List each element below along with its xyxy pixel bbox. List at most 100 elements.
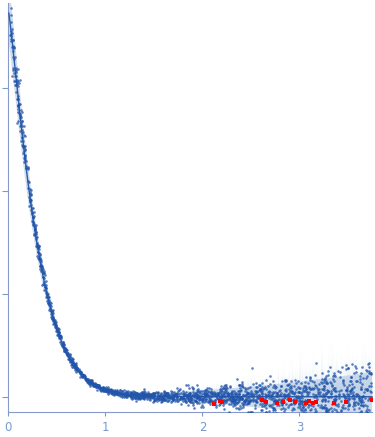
Point [236, 399, 242, 406]
Point [87, 378, 93, 385]
Point [219, 393, 225, 400]
Point [196, 399, 202, 406]
Point [31, 213, 37, 220]
Point [163, 390, 169, 397]
Point [194, 395, 200, 402]
Point [150, 395, 156, 402]
Point [10, 69, 16, 76]
Point [98, 386, 104, 393]
Point [369, 411, 375, 418]
Point [250, 391, 256, 398]
Point [368, 370, 374, 377]
Point [42, 281, 48, 288]
Point [279, 401, 285, 408]
Point [344, 391, 350, 398]
Point [86, 378, 92, 385]
Point [176, 395, 182, 402]
Point [267, 392, 273, 399]
Point [265, 389, 271, 396]
Point [137, 391, 143, 398]
Point [56, 327, 62, 334]
Point [159, 393, 165, 400]
Point [296, 399, 302, 406]
Point [322, 424, 328, 431]
Point [358, 370, 364, 377]
Point [127, 390, 133, 397]
Point [84, 378, 90, 385]
Point [263, 392, 269, 399]
Point [47, 302, 53, 309]
Point [150, 391, 156, 398]
Point [256, 391, 262, 398]
Point [178, 393, 184, 400]
Point [319, 379, 325, 386]
Point [9, 43, 15, 50]
Point [280, 392, 286, 399]
Point [39, 263, 45, 270]
Point [357, 398, 363, 405]
Point [321, 377, 327, 384]
Point [27, 198, 33, 205]
Point [257, 386, 263, 393]
Point [12, 82, 18, 89]
Point [84, 375, 90, 382]
Point [362, 402, 368, 409]
Point [128, 389, 134, 396]
Point [286, 412, 292, 419]
Point [79, 373, 85, 380]
Point [200, 394, 206, 401]
Point [223, 390, 229, 397]
Point [183, 398, 189, 405]
Point [160, 396, 166, 403]
Point [306, 398, 312, 405]
Point [138, 389, 144, 396]
Point [26, 194, 32, 201]
Point [19, 118, 25, 125]
Point [270, 397, 276, 404]
Point [104, 385, 110, 392]
Point [348, 386, 354, 393]
Point [321, 392, 327, 399]
Point [115, 392, 121, 399]
Point [163, 392, 169, 399]
Point [128, 388, 134, 395]
Point [220, 385, 226, 392]
Point [256, 394, 262, 401]
Point [155, 392, 161, 399]
Point [210, 398, 216, 405]
Point [33, 229, 39, 236]
Point [196, 397, 202, 404]
Point [13, 78, 20, 85]
Point [343, 413, 349, 420]
Point [77, 369, 83, 376]
Point [354, 391, 360, 398]
Point [141, 392, 147, 399]
Point [346, 401, 352, 408]
Point [100, 385, 106, 392]
Point [194, 393, 200, 400]
Point [236, 390, 242, 397]
Point [117, 387, 123, 394]
Point [170, 396, 176, 403]
Point [203, 395, 209, 402]
Point [296, 394, 302, 401]
Point [154, 398, 160, 405]
Point [38, 268, 44, 275]
Point [360, 399, 366, 406]
Point [283, 386, 289, 393]
Point [90, 383, 96, 390]
Point [178, 400, 184, 407]
Point [31, 208, 37, 215]
Point [358, 398, 364, 405]
Point [83, 376, 89, 383]
Point [217, 387, 223, 394]
Point [293, 386, 299, 393]
Point [92, 382, 98, 388]
Point [39, 262, 45, 269]
Point [120, 391, 126, 398]
Point [78, 372, 84, 379]
Point [274, 402, 280, 409]
Point [80, 374, 86, 381]
Point [154, 396, 160, 403]
Point [73, 365, 79, 372]
